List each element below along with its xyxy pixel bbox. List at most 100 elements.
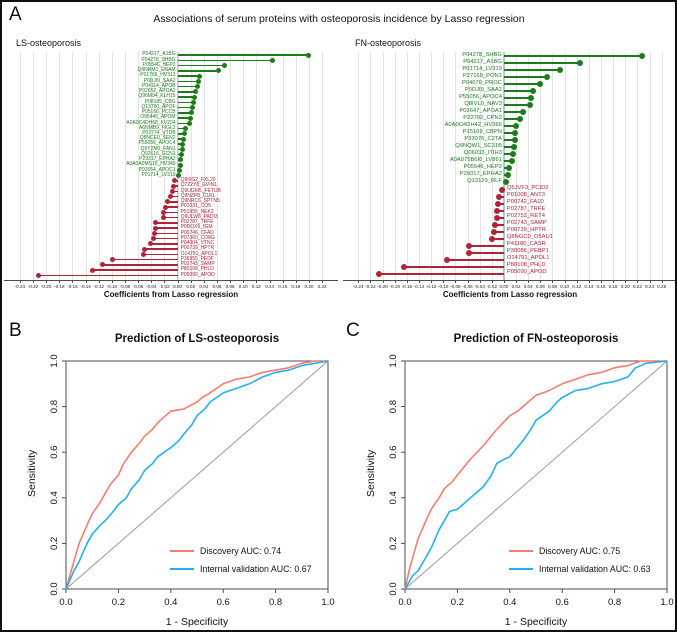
gridline — [576, 52, 578, 280]
protein-label: P02774_VTDB — [142, 130, 176, 136]
protein-label: Q8NCE0_SEN2 — [139, 135, 176, 142]
lollipop-dot — [375, 270, 382, 277]
lollipop-stem — [503, 76, 547, 79]
protein-label: P80108_PHLD — [506, 262, 546, 269]
x-tick-label: -0.16 — [67, 284, 78, 289]
x-axis-tick — [46, 280, 48, 283]
gridline — [151, 52, 153, 280]
protein-label: P01714_LV319 — [462, 66, 502, 73]
x-axis-tick — [243, 280, 245, 283]
gridline — [370, 52, 372, 280]
protein-label: P29317_EPHA2 — [459, 171, 502, 178]
lollipop-stem — [503, 125, 517, 128]
lollipop-dot — [517, 116, 524, 123]
lollipop-dot — [152, 225, 158, 231]
ls-lollipop-plot: -0.24 -0.22 -0.20 -0.18 -0.16 -0.14 -0.12 -0.10… — [2, 34, 340, 317]
lollipop-stem — [177, 117, 191, 119]
x-tick-label: 0.02 — [511, 284, 521, 289]
lollipop-stem — [177, 127, 186, 130]
roc-curve-internal-validation — [65, 360, 329, 590]
gridline — [230, 52, 232, 280]
x-axis-tick — [33, 280, 35, 283]
lollipop-dot — [178, 157, 184, 163]
lollipop-stem — [177, 112, 192, 114]
lollipop-stem — [378, 272, 504, 275]
x-axis-tick — [661, 280, 663, 283]
lollipop-stem — [469, 244, 504, 247]
lollipop-stem — [144, 248, 178, 250]
x-tick-label: 0.16 — [278, 284, 288, 289]
gridline — [190, 52, 192, 280]
lollipop-dot — [513, 123, 520, 130]
lollipop-stem — [403, 265, 504, 268]
protein-label: Q5JVF3_PCID2 — [506, 185, 549, 192]
lollipop-dot — [192, 94, 198, 100]
lollipop-dot — [493, 207, 500, 214]
gridline — [295, 52, 297, 280]
lollipop-stem — [177, 101, 194, 104]
protein-label: Q9NRM1_ENAM — [137, 67, 176, 74]
lollipop-dot — [544, 74, 551, 81]
protein-label: P01008_ANT3 — [506, 192, 545, 199]
gridline — [203, 52, 205, 280]
roc-curve-discovery — [404, 360, 667, 590]
lollipop-dot — [182, 126, 188, 132]
protein-label: P02652_APOA2 — [138, 88, 176, 95]
x-axis-tick — [308, 280, 310, 283]
lollipop-dot — [189, 105, 195, 111]
roc-fn-x-axis-title: 1 - Specificity — [504, 616, 568, 628]
lollipop-stem — [503, 104, 531, 107]
protein-label: P05166_PCCB — [141, 109, 176, 116]
protein-label: Q96IG2_FXL20 — [180, 177, 216, 184]
lollipop-dot — [510, 144, 517, 151]
gridline — [138, 52, 140, 280]
x-tick-label: 0.18 — [608, 284, 618, 289]
lollipop-stem — [493, 230, 504, 233]
x-tick-label: -0.20 — [377, 284, 388, 289]
x-axis-tick — [418, 280, 420, 283]
x-tick-label: 0.18 — [291, 284, 301, 289]
y-tick-label: 0.0 — [388, 582, 399, 595]
lollipop-stem — [102, 264, 178, 266]
lollipop-dot — [172, 178, 178, 184]
protein-label: P04114_APOB — [142, 82, 176, 89]
x-tick-label: -0.22 — [365, 284, 376, 289]
protein-label: Q8NGC0_O5AU1 — [506, 234, 553, 241]
lollipop-stem — [165, 206, 178, 208]
x-axis-tick — [151, 280, 153, 283]
gridline — [467, 52, 469, 280]
protein-label: P02647_APOA1 — [459, 108, 502, 115]
x-axis-tick — [637, 280, 639, 283]
x-tick-label: 0.02 — [186, 284, 196, 289]
protein-label: P04278_SHBG — [141, 56, 176, 63]
gridline — [564, 52, 566, 280]
lollipop-stem — [143, 253, 178, 256]
protein-label: P02654_APOC1 — [138, 166, 176, 173]
lollipop-stem — [503, 62, 580, 65]
x-tick-label: -0.14 — [413, 284, 425, 289]
gridline — [85, 52, 87, 280]
x-tick-label: -0.16 — [401, 284, 413, 289]
x-tick-label: 1.0 — [660, 597, 673, 608]
lollipop-dot — [167, 194, 173, 200]
gridline — [382, 52, 384, 280]
gridline — [418, 52, 420, 280]
lollipop-dot — [141, 246, 147, 252]
x-tick-label: -0.24 — [14, 284, 26, 289]
lollipop-stem — [503, 132, 516, 135]
protein-label: P27169_PON1 — [462, 73, 502, 80]
gridline — [516, 52, 518, 280]
lollipop-dot — [222, 63, 228, 69]
y-tick-label: 0.4 — [49, 491, 60, 504]
x-tick-label: -0.14 — [80, 284, 91, 289]
lollipop-panel-fn: FN-osteoporosis -0.24 -0.22 -0.20 -0.18 -0.1… — [341, 34, 675, 317]
lollipop-stem — [468, 251, 504, 254]
protein-label: Q9NQW1_SC31B — [455, 143, 502, 150]
lollipop-dot — [152, 230, 158, 236]
gridline — [649, 52, 651, 280]
x-axis-tick — [111, 280, 113, 283]
y-tick-label: 0.0 — [49, 582, 60, 595]
lollipop-dot — [510, 151, 517, 158]
protein-label: Q13790_APOF — [141, 103, 176, 110]
lollipop-stem — [503, 90, 534, 93]
